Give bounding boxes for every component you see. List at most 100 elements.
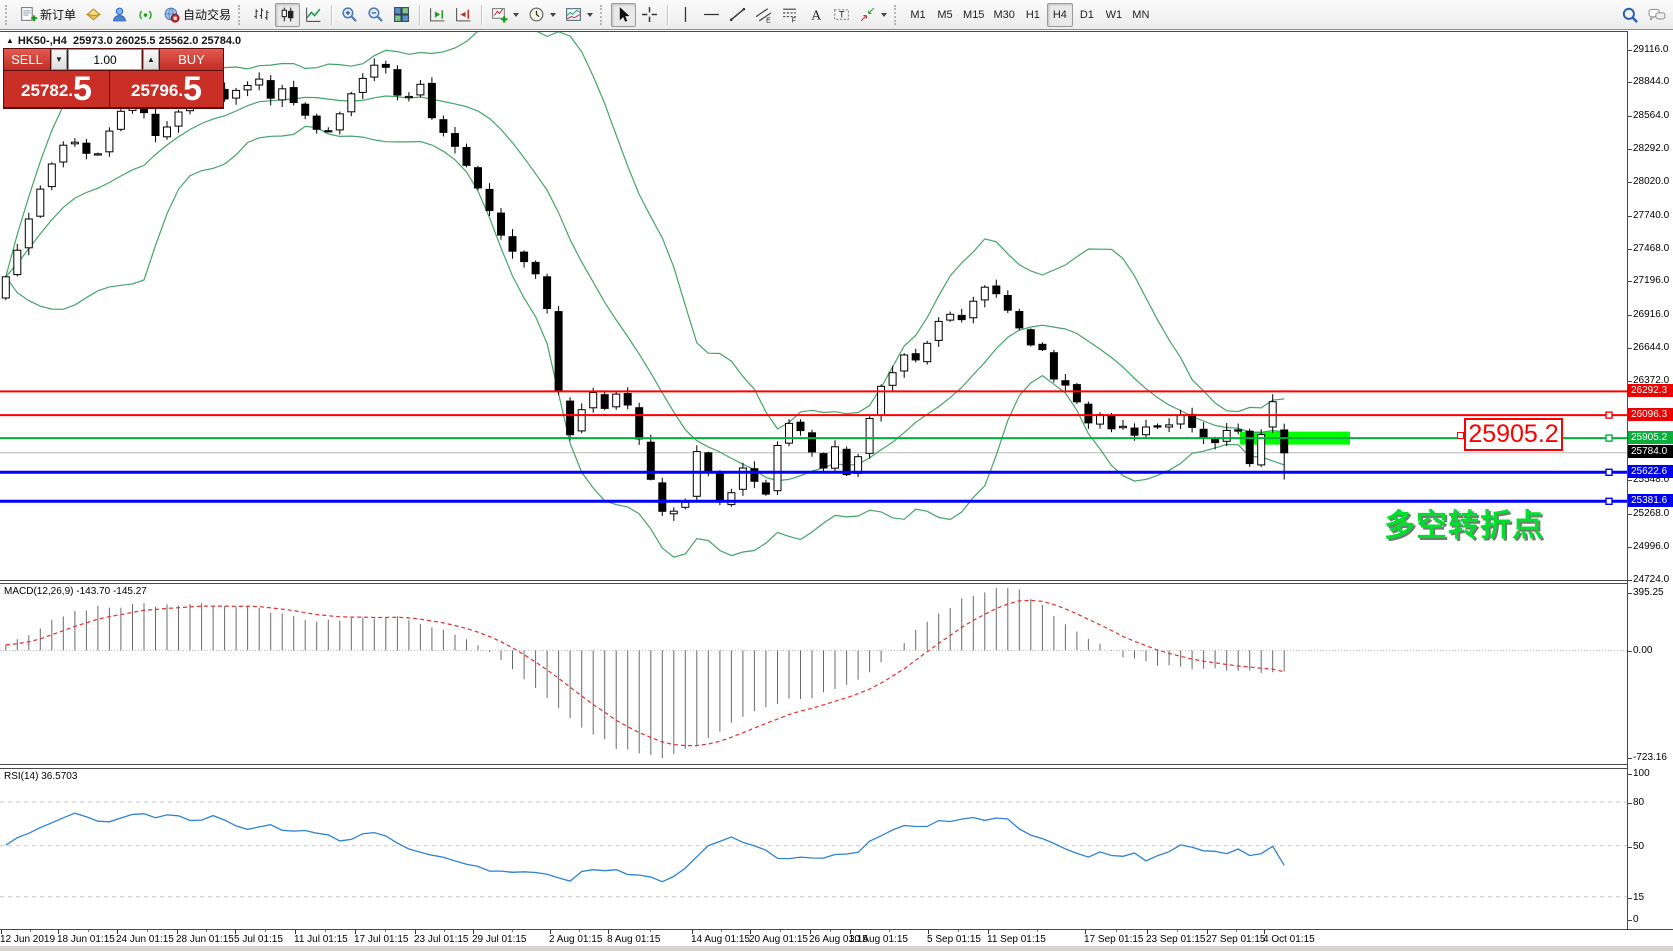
text-tool-button[interactable]: A <box>803 3 828 27</box>
line-handle[interactable] <box>1605 411 1613 419</box>
tf-label: MN <box>1132 8 1150 21</box>
trendline-tool-button[interactable] <box>725 3 750 27</box>
line-chart-icon <box>306 7 321 22</box>
toolbar-grip[interactable] <box>238 4 244 25</box>
line-handle[interactable] <box>1605 468 1613 476</box>
tile-windows-button[interactable] <box>389 3 414 27</box>
price-axis[interactable]: 29116.0 28844.0 28564.0 28292.0 28020.0 27740… <box>1628 31 1673 929</box>
candle-wicks <box>5 58 1285 521</box>
volume-decrease-button[interactable]: ▼ <box>51 49 67 70</box>
chat-button[interactable] <box>1644 3 1670 27</box>
date-tick <box>810 930 811 934</box>
candlestick-chart-button[interactable] <box>275 2 301 27</box>
date-label: 17 Sep 01:15 <box>1084 934 1144 945</box>
tf-button-M30[interactable]: M30 <box>989 3 1018 27</box>
tf-button-H1[interactable]: H1 <box>1020 3 1046 27</box>
date-tick <box>295 930 296 934</box>
auto-trading-label: 自动交易 <box>183 8 232 22</box>
line-chart-button[interactable] <box>301 3 326 27</box>
vertical-line-tool-button[interactable] <box>673 3 698 27</box>
volume-input[interactable]: 1.00 <box>68 49 142 70</box>
buy-price[interactable]: 25796. 5 <box>110 71 223 107</box>
zoom-in-icon <box>342 7 357 22</box>
indicators-button[interactable] <box>487 3 523 27</box>
buy-price-main: 25796 <box>131 81 179 100</box>
channel-tool-button[interactable]: E <box>751 3 776 27</box>
tf-button-W1[interactable]: W1 <box>1101 3 1127 27</box>
search-button[interactable] <box>1617 3 1643 27</box>
sell-price-main: 25782 <box>21 81 69 100</box>
price-tick-label: 28844.0 <box>1628 76 1669 87</box>
zoom-in-button[interactable] <box>337 3 362 27</box>
date-label: 5 Sep 01:15 <box>927 934 981 945</box>
tf-button-M15[interactable]: M15 <box>959 3 988 27</box>
tf-button-M1[interactable]: M1 <box>905 3 931 27</box>
auto-trading-icon <box>164 7 180 23</box>
candlestick-series[interactable] <box>1 63 1289 515</box>
tf-button-MN[interactable]: MN <box>1128 3 1154 27</box>
toolbar-grip[interactable] <box>894 4 900 25</box>
periods-button[interactable] <box>524 3 560 27</box>
chart-shift-button[interactable] <box>451 3 476 27</box>
templates-button[interactable] <box>561 3 597 27</box>
date-minor-tick <box>1177 930 1178 932</box>
crosshair-button[interactable] <box>637 3 662 27</box>
signal-button[interactable] <box>133 3 158 27</box>
zoom-out-button[interactable] <box>363 3 388 27</box>
buy-button[interactable]: BUY <box>160 49 223 70</box>
date-minor-tick <box>147 930 148 932</box>
bollinger-bands <box>5 32 1285 558</box>
auto-scroll-button[interactable] <box>425 3 450 27</box>
arrows-tool-button[interactable] <box>855 3 891 27</box>
auto-trading-button[interactable]: 自动交易 <box>159 3 235 27</box>
sell-button[interactable]: SELL <box>4 49 50 70</box>
sell-price[interactable]: 25782. 5 <box>4 71 109 107</box>
price-callout[interactable]: 25905.2 <box>1457 418 1563 451</box>
date-tick <box>988 930 989 934</box>
profile-button[interactable] <box>107 3 132 27</box>
main-chart-pane[interactable] <box>0 31 1627 580</box>
collapse-arrow-icon[interactable]: ▲ <box>6 36 14 45</box>
macd-canvas[interactable] <box>0 584 1627 764</box>
date-axis[interactable]: 12 Jun 2019 18 Jun 01:15 24 Jun 01:15 28 Ju… <box>0 929 1673 946</box>
rsi-canvas[interactable] <box>0 769 1627 929</box>
tf-button-D1[interactable]: D1 <box>1074 3 1100 27</box>
bar-chart-button[interactable] <box>249 3 274 27</box>
rsi-pane[interactable] <box>0 769 1627 929</box>
date-tick <box>750 930 751 934</box>
macd-axis-label: -723.16 <box>1628 752 1667 763</box>
date-minor-tick <box>1037 930 1038 932</box>
sell-price-fraction: 5 <box>73 70 92 108</box>
new-order-button[interactable]: 新订单 <box>16 3 80 27</box>
chevron-down-icon <box>513 12 520 17</box>
annotation-text[interactable]: 多空转折点 <box>1384 500 1544 545</box>
line-price-label: 26292.3 <box>1628 384 1673 397</box>
buy-button-label: BUY <box>178 52 205 67</box>
text-label-tool-button[interactable]: T <box>829 3 854 27</box>
chevron-down-icon <box>550 12 557 17</box>
cursor-button[interactable] <box>611 2 637 27</box>
price-tick-label: 27196.0 <box>1628 275 1669 286</box>
price-tick-label: 29116.0 <box>1628 44 1668 55</box>
fibonacci-tool-button[interactable]: F <box>777 3 802 27</box>
pane-separator[interactable] <box>0 764 1627 769</box>
date-tick <box>1147 930 1148 934</box>
tf-button-M5[interactable]: M5 <box>932 3 958 27</box>
date-minor-tick <box>206 930 207 932</box>
gold-button[interactable] <box>81 3 106 27</box>
tf-button-H4[interactable]: H4 <box>1046 2 1073 27</box>
horizontal-line-tool-button[interactable] <box>699 3 724 27</box>
line-handle[interactable] <box>1605 497 1613 505</box>
price-tick-label: 28020.0 <box>1628 176 1669 187</box>
volume-increase-button[interactable]: ▲ <box>143 49 159 70</box>
candlestick-chart-icon <box>281 7 294 22</box>
toolbar-grip[interactable] <box>5 4 11 25</box>
macd-pane[interactable] <box>0 584 1627 764</box>
main-chart-canvas[interactable] <box>0 32 1627 580</box>
new-order-label: 新订单 <box>40 8 77 22</box>
toolbar-grip[interactable] <box>600 4 606 25</box>
pane-separator[interactable] <box>0 580 1627 584</box>
one-click-trading-panel: SELL ▼ 1.00 ▲ BUY 25782. 5 25796. 5 <box>3 48 224 109</box>
date-label: 23 Sep 01:15 <box>1146 934 1206 945</box>
line-handle[interactable] <box>1605 434 1613 442</box>
